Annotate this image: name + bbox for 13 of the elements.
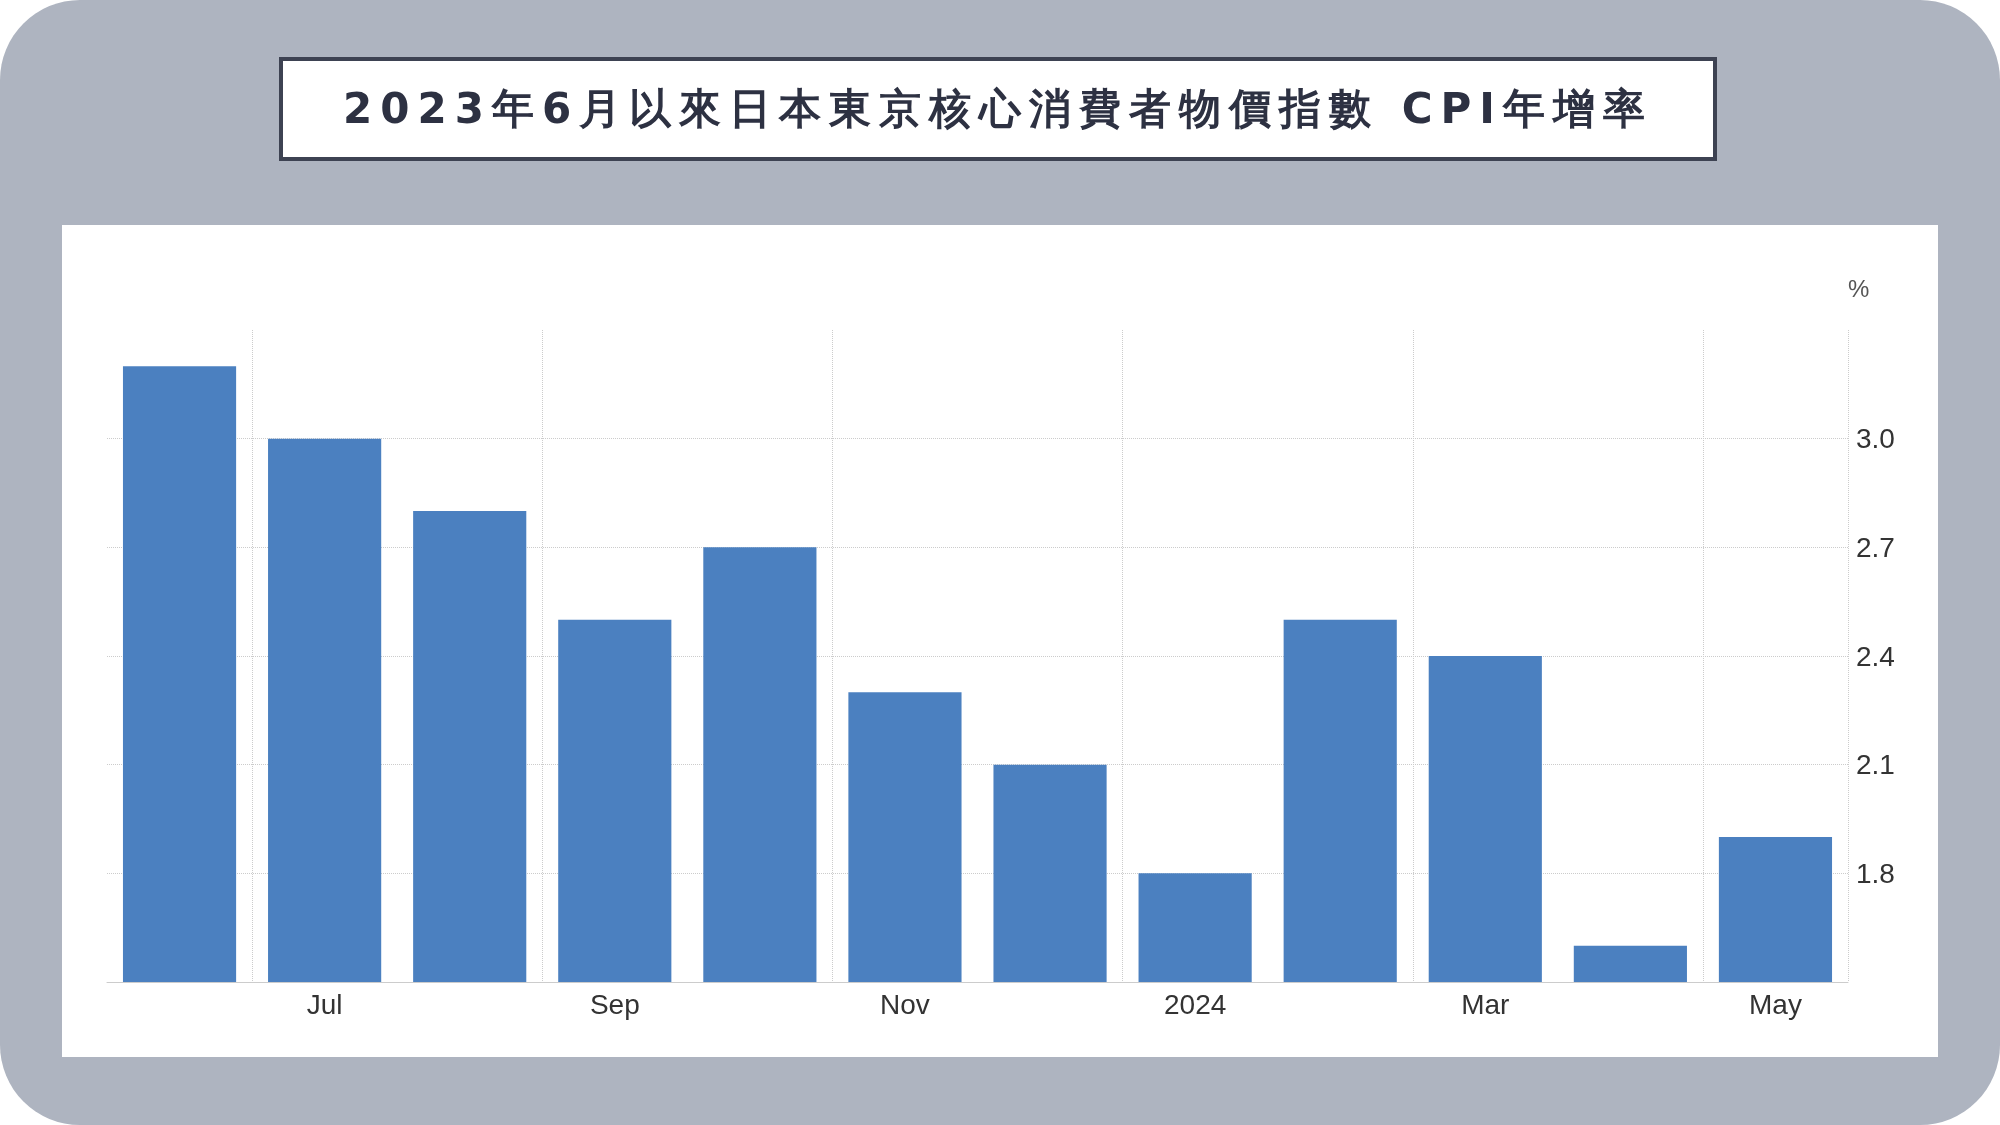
y-tick-label: 2.4 bbox=[1856, 640, 1895, 672]
y-tick-label: 3.0 bbox=[1856, 423, 1895, 455]
x-tick-label: 2024 bbox=[1163, 988, 1227, 1020]
x-tick-label: Mar bbox=[1461, 988, 1510, 1020]
x-tick-label: Sep bbox=[589, 988, 640, 1020]
chart-title: 2023年6月以來日本東京核心消費者物價指數 CPI年增率 bbox=[279, 57, 1717, 161]
x-tick-label: Jul bbox=[306, 988, 343, 1020]
y-tick-label: 2.1 bbox=[1856, 749, 1895, 781]
x-tick-label: Nov bbox=[880, 988, 930, 1020]
y-tick-label: 1.8 bbox=[1856, 857, 1895, 889]
y-tick-label: 2.7 bbox=[1856, 531, 1895, 563]
y-axis-title: % bbox=[1848, 274, 1870, 302]
x-tick-label: May bbox=[1749, 988, 1802, 1020]
